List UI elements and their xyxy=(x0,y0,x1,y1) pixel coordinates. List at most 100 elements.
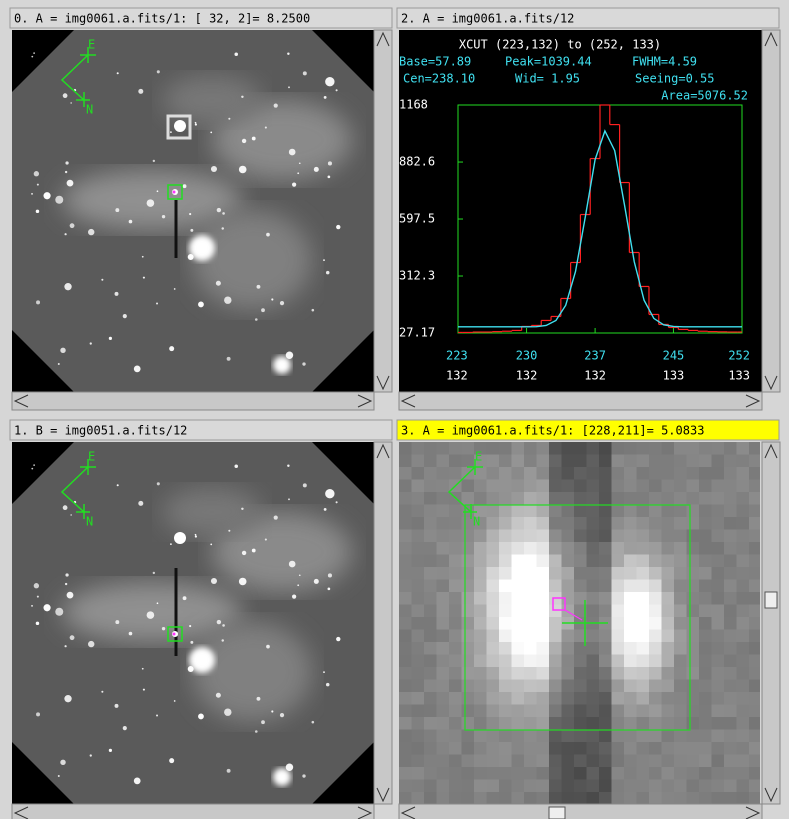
star xyxy=(169,346,174,351)
pixel xyxy=(562,630,575,643)
star xyxy=(147,611,155,619)
pixel xyxy=(512,592,525,605)
pixel xyxy=(662,780,675,793)
pixel xyxy=(537,555,550,568)
pixel xyxy=(399,480,412,493)
star xyxy=(143,689,145,691)
pixel xyxy=(537,767,550,780)
horizontal-scrollbar[interactable] xyxy=(12,392,374,410)
pixel xyxy=(424,717,437,730)
pixel xyxy=(462,592,475,605)
pixel xyxy=(399,717,412,730)
pixel xyxy=(412,792,425,805)
pixel xyxy=(487,542,500,555)
pixel xyxy=(399,530,412,543)
pixel xyxy=(462,755,475,768)
pixel xyxy=(562,567,575,580)
pixel xyxy=(662,617,675,630)
pixel xyxy=(699,505,712,518)
pixel xyxy=(487,467,500,480)
pixel xyxy=(649,580,662,593)
pixel xyxy=(399,517,412,530)
star xyxy=(221,227,223,229)
pixel xyxy=(512,642,525,655)
pixel xyxy=(462,767,475,780)
pixel xyxy=(499,717,512,730)
pixel xyxy=(487,492,500,505)
pixel xyxy=(712,655,725,668)
pixel xyxy=(587,542,600,555)
vertical-scrollbar[interactable] xyxy=(762,30,780,392)
pixel xyxy=(449,580,462,593)
pixel xyxy=(474,467,487,480)
pixel xyxy=(637,730,650,743)
star xyxy=(34,171,39,176)
vertical-scrollbar[interactable] xyxy=(374,442,392,804)
horizontal-scrollbar[interactable] xyxy=(399,804,762,819)
pixel xyxy=(512,567,525,580)
star xyxy=(156,303,158,305)
vertical-scrollbar[interactable] xyxy=(374,30,392,392)
pixel xyxy=(587,667,600,680)
pixel xyxy=(462,630,475,643)
pixel xyxy=(599,467,612,480)
pixel xyxy=(424,755,437,768)
pixel xyxy=(662,592,675,605)
star xyxy=(303,71,307,75)
star xyxy=(297,172,299,174)
star xyxy=(58,775,60,777)
pixel xyxy=(687,517,700,530)
pixel xyxy=(537,617,550,630)
pixel xyxy=(599,517,612,530)
pixel xyxy=(649,505,662,518)
pixel xyxy=(574,655,587,668)
pixel xyxy=(674,792,687,805)
pixel xyxy=(562,755,575,768)
star xyxy=(221,639,223,641)
pixel xyxy=(574,530,587,543)
pixel xyxy=(424,742,437,755)
pixel xyxy=(474,530,487,543)
pixel xyxy=(424,767,437,780)
pixel xyxy=(399,767,412,780)
pixel xyxy=(624,617,637,630)
panel-title: 1. B = img0051.a.fits/12 xyxy=(14,424,187,438)
pixel xyxy=(624,667,637,680)
fit-statistic: Peak=1039.44 xyxy=(505,55,592,69)
pixel xyxy=(612,780,625,793)
compass-north-label: N xyxy=(86,103,93,117)
pixel xyxy=(587,680,600,693)
pixel xyxy=(599,567,612,580)
vertical-scrollbar[interactable] xyxy=(762,442,780,804)
star xyxy=(33,464,35,466)
star xyxy=(312,721,315,724)
pixel xyxy=(524,580,537,593)
pixel xyxy=(462,580,475,593)
star xyxy=(336,637,340,641)
pixel xyxy=(437,542,450,555)
pixel xyxy=(674,442,687,455)
pixel xyxy=(399,692,412,705)
pixel xyxy=(662,530,675,543)
pixel xyxy=(737,605,750,618)
bright-star xyxy=(273,356,291,374)
pixel xyxy=(412,755,425,768)
pixel xyxy=(599,592,612,605)
scroll-thumb[interactable] xyxy=(549,807,565,819)
star xyxy=(190,641,193,644)
pixel xyxy=(449,730,462,743)
pixel xyxy=(524,480,537,493)
pixel xyxy=(662,555,675,568)
pixel xyxy=(487,630,500,643)
pixel xyxy=(437,580,450,593)
pixel xyxy=(524,692,537,705)
pixel xyxy=(662,755,675,768)
star xyxy=(303,483,307,487)
pixel xyxy=(737,442,750,455)
star xyxy=(234,53,238,57)
pixel xyxy=(474,592,487,605)
scroll-thumb[interactable] xyxy=(765,592,777,608)
horizontal-scrollbar[interactable] xyxy=(12,804,374,819)
star xyxy=(336,89,338,91)
horizontal-scrollbar[interactable] xyxy=(399,392,762,410)
